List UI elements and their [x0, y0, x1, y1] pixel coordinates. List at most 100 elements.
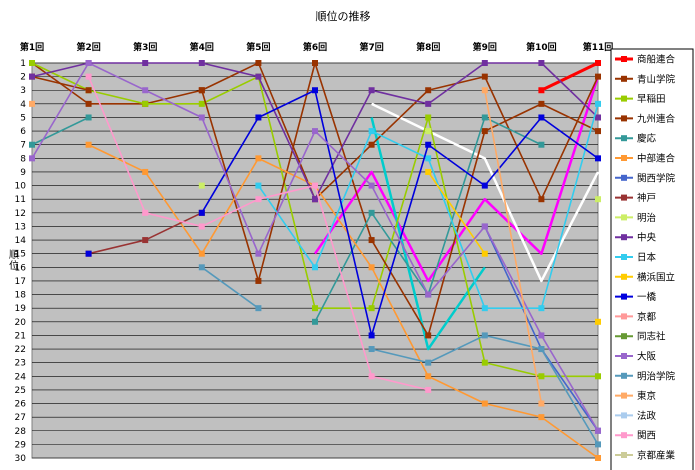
legend-label: 明治学院	[637, 370, 676, 382]
legend-label: 中部連合	[637, 153, 676, 165]
series-line	[31, 62, 599, 201]
data-point	[425, 128, 432, 135]
series-line-17	[29, 87, 545, 407]
legend-marker	[621, 293, 627, 300]
y-tick-label: 15	[15, 250, 26, 260]
y-tick-label: 23	[15, 359, 26, 369]
series-lines	[29, 60, 601, 461]
y-axis-label: 順位	[9, 249, 19, 272]
y-tick-label: 9	[20, 168, 26, 178]
y-tick-label: 18	[15, 291, 27, 301]
legend-item: 慶応	[615, 133, 657, 145]
series-line	[31, 62, 599, 432]
y-tick-label: 3	[20, 86, 26, 96]
legend-item: 九州連合	[615, 113, 676, 125]
series-line	[201, 266, 259, 309]
x-tick-label: 第6回	[303, 41, 327, 53]
legend-marker	[621, 254, 627, 260]
legend-marker	[621, 432, 627, 439]
legend-item: 関西学院	[615, 172, 676, 184]
legend-item: 京都産業	[615, 450, 676, 462]
series-line	[257, 103, 599, 309]
y-tick-label: 10	[15, 182, 27, 192]
legend-label: 九州連合	[637, 113, 676, 125]
y-tick-label: 29	[15, 440, 27, 450]
grid-lines	[32, 62, 598, 459]
legend-marker	[621, 353, 627, 359]
legend-marker	[621, 372, 627, 379]
data-point	[198, 182, 205, 189]
series-line	[201, 62, 599, 337]
series-line	[370, 117, 486, 351]
legend-item: 東京	[615, 390, 656, 402]
series-line	[31, 75, 89, 92]
legend-item: 商船連合	[615, 54, 676, 66]
series-line	[540, 61, 599, 92]
legend-item: 神戸	[615, 192, 656, 204]
legend-marker	[621, 155, 627, 161]
legend-marker	[621, 174, 627, 181]
legend-label: 京都産業	[637, 450, 676, 462]
series-line	[87, 76, 429, 391]
y-axis-ticks: 1234567891011121314151617181920212223242…	[15, 59, 27, 464]
legend-marker	[621, 392, 627, 399]
series-line-3	[29, 60, 601, 339]
series-line-2	[29, 60, 601, 380]
y-tick-label: 28	[15, 427, 27, 437]
legend-label: 神戸	[637, 192, 656, 204]
legend-label: 法政	[637, 410, 657, 422]
series-line-19	[85, 73, 432, 393]
x-tick-label: 第2回	[76, 41, 100, 53]
y-tick-label: 30	[15, 454, 27, 464]
y-tick-label: 20	[15, 318, 27, 328]
y-tick-label: 5	[20, 113, 26, 123]
legend-marker	[621, 313, 627, 320]
y-tick-label: 24	[15, 372, 27, 382]
legend-item: 関西	[615, 431, 656, 442]
x-tick-label: 第10回	[526, 41, 557, 53]
series-line	[484, 90, 543, 404]
legend-item: 日本	[615, 252, 657, 264]
y-tick-label: 7	[20, 141, 26, 151]
legend-label: 青山学院	[637, 73, 676, 85]
y-tick-label: 21	[15, 331, 26, 341]
legend-label: 中央	[637, 232, 657, 244]
y-tick-label: 4	[20, 100, 26, 110]
x-tick-label: 第4回	[190, 41, 214, 53]
y-tick-label: 6	[20, 127, 26, 137]
legend-item: 明治	[615, 212, 656, 224]
series-line-5	[85, 141, 601, 461]
data-point	[85, 250, 92, 257]
legend-item: 大阪	[615, 351, 657, 363]
x-tick-label: 第3回	[133, 41, 157, 53]
legend-marker	[621, 452, 627, 458]
legend-marker	[621, 56, 627, 62]
legend-item: 明治学院	[615, 370, 676, 382]
legend-item: 法政	[615, 410, 657, 422]
legend-item: 青山学院	[615, 73, 676, 85]
legend-label: 横浜国立	[637, 271, 675, 283]
legend-marker	[621, 273, 627, 280]
x-tick-label: 第9回	[473, 41, 497, 53]
series-line	[31, 116, 89, 146]
series-extra-1	[371, 102, 600, 283]
legend-item: 中部連合	[615, 153, 676, 165]
data-point	[595, 318, 601, 325]
y-tick-label: 27	[15, 413, 26, 423]
y-tick-label: 17	[15, 277, 26, 287]
legend-label: 慶応	[637, 133, 657, 145]
x-tick-label: 第11回	[583, 41, 614, 53]
legend-marker	[621, 234, 627, 241]
legend-item: 横浜国立	[615, 271, 675, 283]
y-tick-label: 1	[20, 59, 26, 69]
x-tick-label: 第1回	[20, 41, 44, 53]
legend-label: 東京	[637, 390, 656, 402]
y-tick-label: 2	[20, 73, 26, 83]
legend-label: 京都	[637, 311, 657, 323]
legend-marker	[621, 214, 627, 221]
series-line	[371, 334, 599, 445]
y-tick-label: 16	[15, 263, 27, 273]
legend-marker	[621, 333, 627, 340]
legend-marker	[621, 95, 627, 102]
